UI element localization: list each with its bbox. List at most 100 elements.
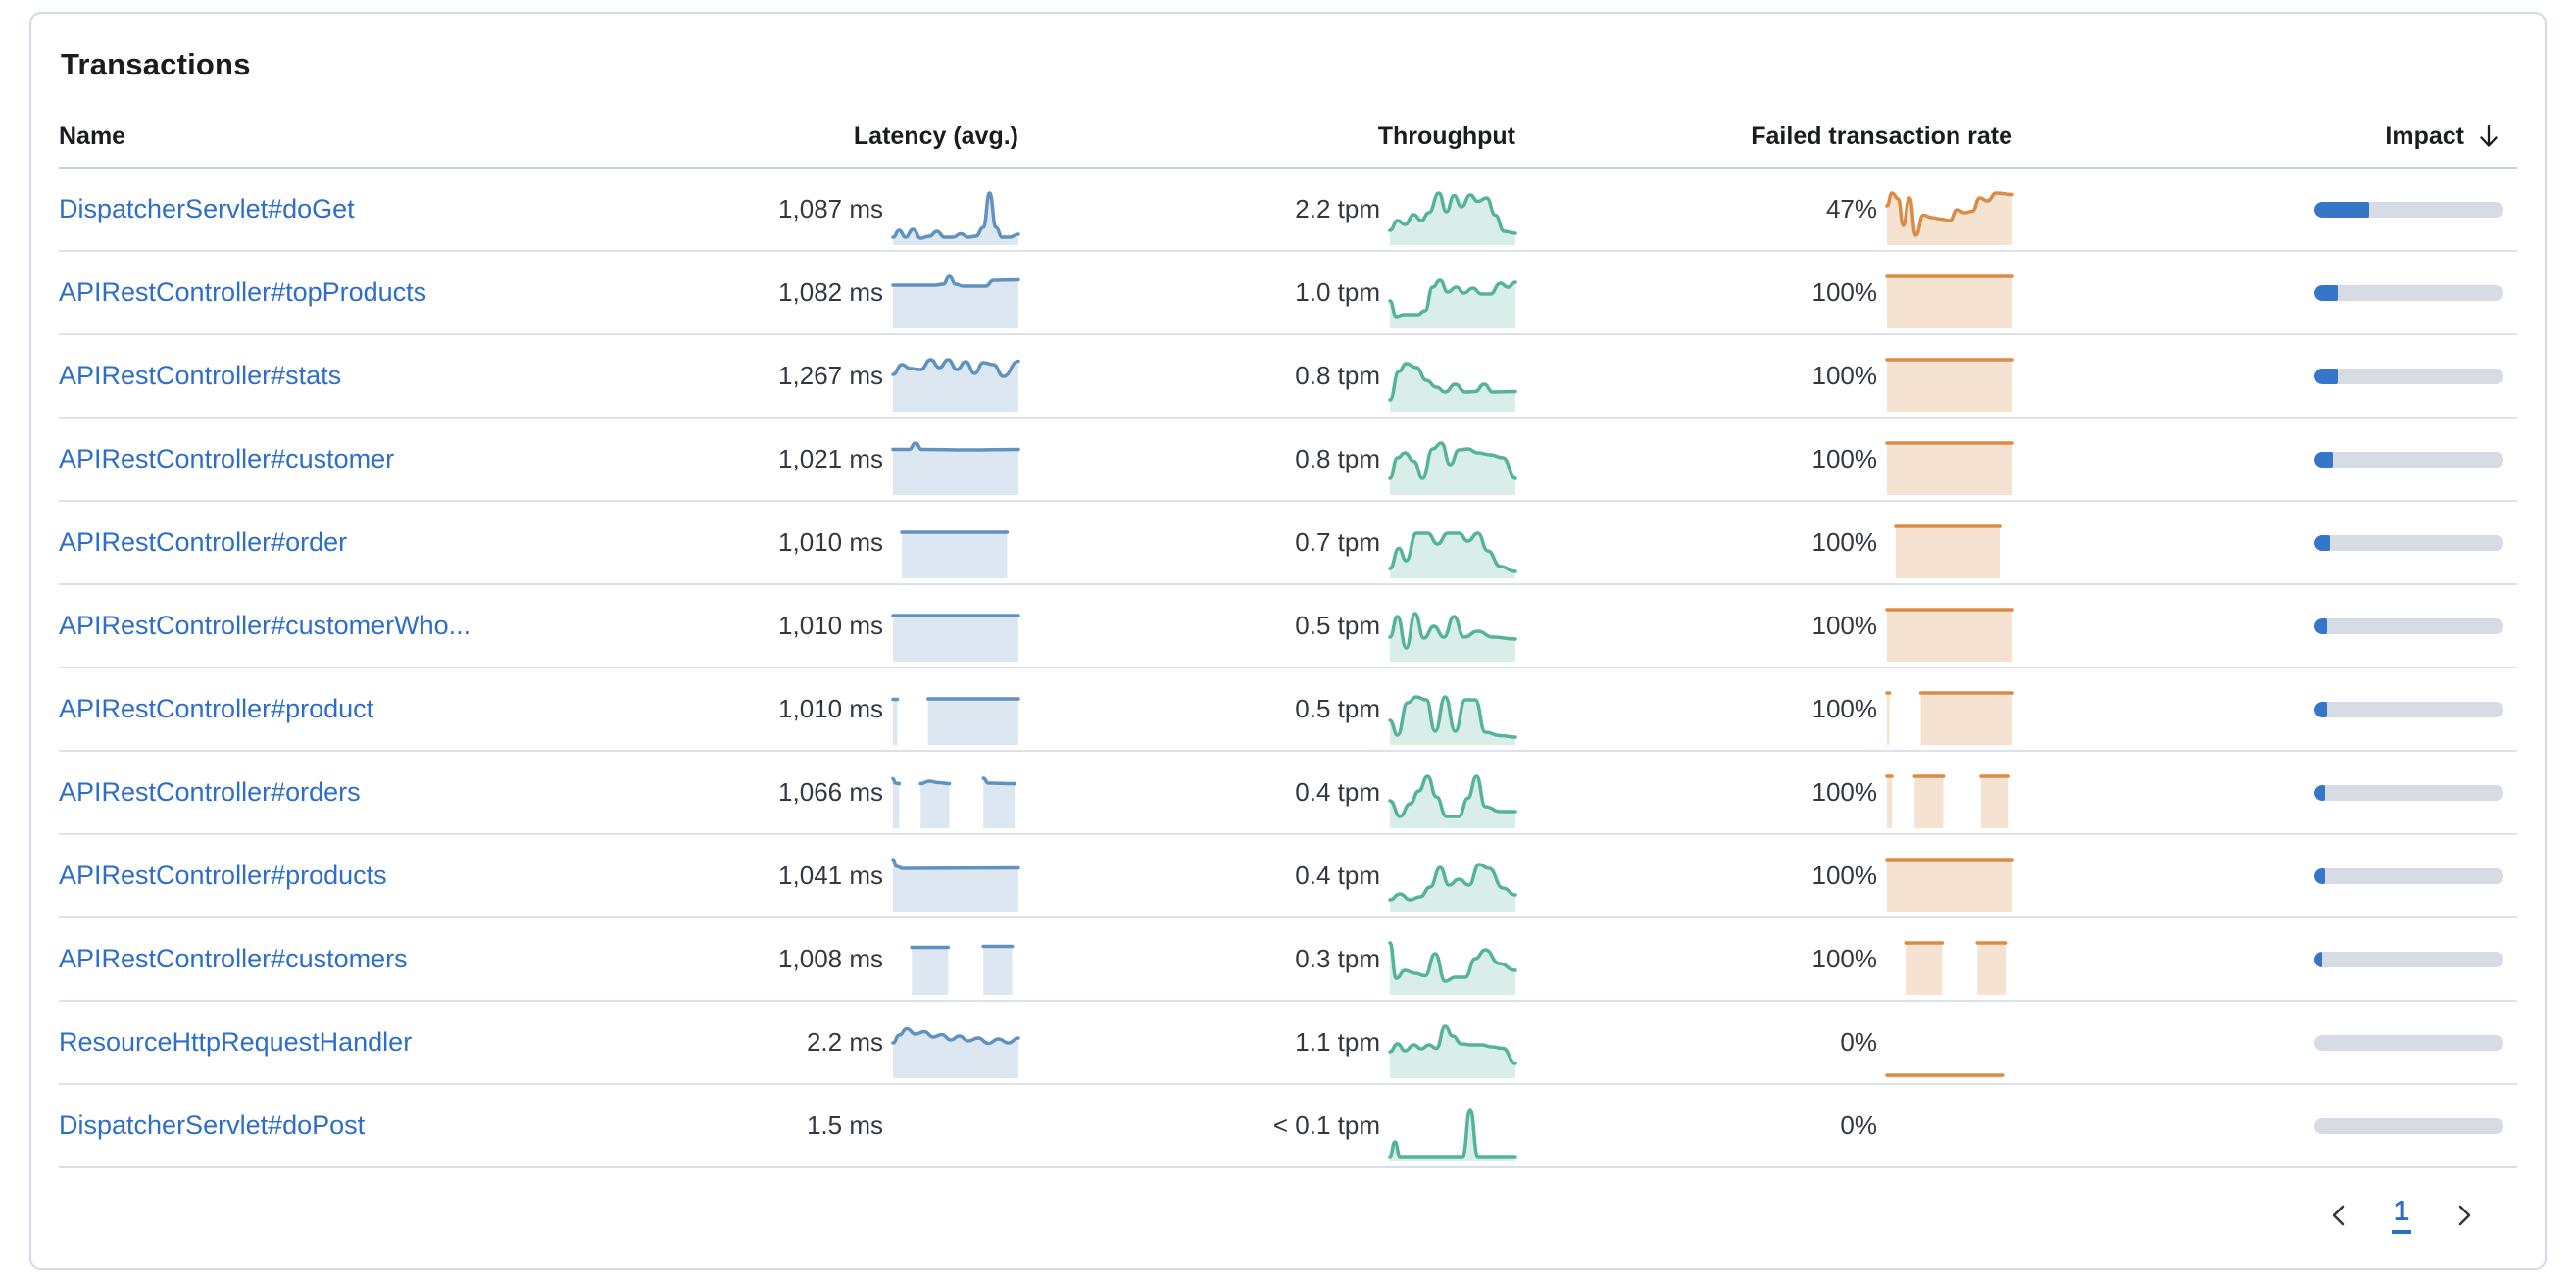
column-header-latency[interactable]: Latency (avg.) [853, 122, 1018, 150]
transaction-link[interactable]: APIRestController#customers [59, 944, 408, 973]
panel-title: Transactions [61, 47, 251, 81]
latency-sparkline [891, 607, 1020, 662]
transaction-link[interactable]: APIRestController#products [59, 861, 387, 890]
throughput-value: < 0.1 tpm [1272, 1111, 1380, 1140]
latency-value: 1,008 ms [778, 944, 883, 973]
throughput-value: 0.5 tpm [1295, 611, 1380, 640]
failed-rate-value: 100% [1811, 777, 1878, 807]
transactions-table-body: DispatcherServlet#doGet 1,087 ms 2.2 tpm 47… [59, 169, 2517, 1168]
latency-value: 1,066 ms [778, 777, 883, 807]
impact-bar [2314, 284, 2503, 301]
pagination: 1 [59, 1196, 2517, 1235]
transaction-link[interactable]: APIRestController#customerWho... [59, 611, 471, 640]
transaction-link[interactable]: APIRestController#orders [59, 777, 361, 807]
failed-rate-sparkline [1885, 1023, 2012, 1078]
impact-bar [2314, 534, 2503, 551]
chevron-right-icon [2449, 1200, 2480, 1231]
column-header-impact[interactable]: Impact [2385, 122, 2517, 151]
latency-value: 1,010 ms [778, 694, 883, 723]
latency-sparkline [893, 940, 1018, 995]
failed-rate-sparkline [1885, 773, 2012, 828]
latency-sparkline [891, 857, 1020, 912]
page-1-button[interactable]: 1 [2391, 1196, 2411, 1235]
latency-value: 1.5 ms [806, 1111, 883, 1140]
latency-sparkline [891, 440, 1020, 495]
failed-rate-sparkline [1887, 940, 2012, 995]
column-header-throughput[interactable]: Throughput [1377, 122, 1515, 150]
failed-rate-value: 100% [1811, 694, 1878, 723]
column-header-name: Name [59, 122, 126, 150]
table-row: ResourceHttpRequestHandler 2.2 ms 1.1 tpm 0… [59, 1002, 2517, 1085]
previous-page-button[interactable] [2319, 1196, 2358, 1235]
latency-value: 1,087 ms [778, 194, 883, 223]
impact-bar [2314, 617, 2503, 634]
failed-rate-sparkline [1885, 273, 2014, 328]
transaction-link[interactable]: APIRestController#order [59, 527, 348, 557]
table-row: APIRestController#products 1,041 ms 0.4 tp… [59, 835, 2517, 918]
latency-value: 1,010 ms [778, 611, 883, 640]
latency-value: 1,041 ms [778, 861, 883, 890]
throughput-value: 0.5 tpm [1295, 694, 1380, 723]
throughput-sparkline [1388, 1023, 1517, 1078]
throughput-sparkline [1388, 690, 1517, 745]
transaction-link[interactable]: APIRestController#customer [59, 444, 395, 473]
throughput-sparkline [1388, 857, 1517, 912]
next-page-button[interactable] [2445, 1196, 2484, 1235]
failed-rate-value: 100% [1811, 611, 1878, 640]
failed-rate-value: 100% [1811, 944, 1878, 973]
failed-rate-sparkline [1885, 607, 2014, 662]
impact-bar [2314, 1117, 2503, 1134]
failed-rate-sparkline [1885, 857, 2014, 912]
latency-sparkline [891, 357, 1020, 412]
failed-rate-value: 100% [1811, 527, 1878, 557]
latency-value: 1,010 ms [778, 527, 883, 557]
sort-descending-icon [2474, 122, 2503, 151]
failed-rate-value: 0% [1840, 1027, 1877, 1057]
latency-sparkline [891, 190, 1020, 245]
chevron-left-icon [2323, 1200, 2354, 1231]
failed-rate-sparkline [1885, 357, 2014, 412]
impact-bar [2314, 784, 2503, 801]
throughput-value: 0.8 tpm [1295, 444, 1380, 473]
latency-sparkline [893, 1107, 1018, 1161]
column-header-failed-rate[interactable]: Failed transaction rate [1751, 122, 2012, 150]
throughput-sparkline [1388, 523, 1517, 578]
table-row: APIRestController#orders 1,066 ms 0.4 tpm 1… [59, 752, 2517, 835]
throughput-value: 1.1 tpm [1295, 1027, 1380, 1057]
throughput-value: 0.4 tpm [1295, 861, 1380, 890]
impact-bar [2314, 201, 2503, 218]
table-row: APIRestController#stats 1,267 ms 0.8 tpm 10… [59, 335, 2517, 419]
table-row: APIRestController#order 1,010 ms 0.7 tpm 10… [59, 502, 2517, 585]
transaction-link[interactable]: APIRestController#stats [59, 361, 342, 390]
throughput-sparkline [1388, 607, 1517, 662]
throughput-value: 0.7 tpm [1295, 527, 1380, 557]
failed-rate-sparkline [1887, 1107, 2012, 1161]
latency-value: 2.2 ms [806, 1027, 883, 1057]
throughput-sparkline [1388, 1107, 1517, 1161]
transactions-panel: Transactions Name Latency (avg.) Through… [29, 12, 2547, 1270]
throughput-value: 1.0 tpm [1295, 277, 1380, 307]
latency-sparkline [893, 523, 1018, 578]
throughput-sparkline [1388, 773, 1517, 828]
transaction-link[interactable]: APIRestController#product [59, 694, 374, 723]
throughput-sparkline [1388, 273, 1517, 328]
impact-bar [2314, 1034, 2503, 1051]
transaction-link[interactable]: DispatcherServlet#doPost [59, 1111, 366, 1140]
impact-bar [2314, 368, 2503, 384]
table-row: APIRestController#customers 1,008 ms 0.3 t… [59, 918, 2517, 1002]
transaction-link[interactable]: DispatcherServlet#doGet [59, 194, 355, 223]
failed-rate-value: 100% [1811, 444, 1878, 473]
latency-sparkline [891, 773, 1018, 828]
throughput-value: 0.4 tpm [1295, 777, 1380, 807]
table-row: DispatcherServlet#doGet 1,087 ms 2.2 tpm 47… [59, 169, 2517, 252]
transaction-link[interactable]: APIRestController#topProducts [59, 277, 427, 307]
failed-rate-value: 100% [1811, 277, 1878, 307]
impact-bar [2314, 951, 2503, 967]
failed-rate-value: 47% [1825, 194, 1877, 223]
failed-rate-value: 100% [1811, 361, 1878, 390]
table-row: APIRestController#product 1,010 ms 0.5 tpm… [59, 668, 2517, 752]
failed-rate-sparkline [1885, 440, 2014, 495]
transaction-link[interactable]: ResourceHttpRequestHandler [59, 1027, 413, 1057]
failed-rate-sparkline [1885, 690, 2014, 745]
throughput-value: 0.3 tpm [1295, 944, 1380, 973]
